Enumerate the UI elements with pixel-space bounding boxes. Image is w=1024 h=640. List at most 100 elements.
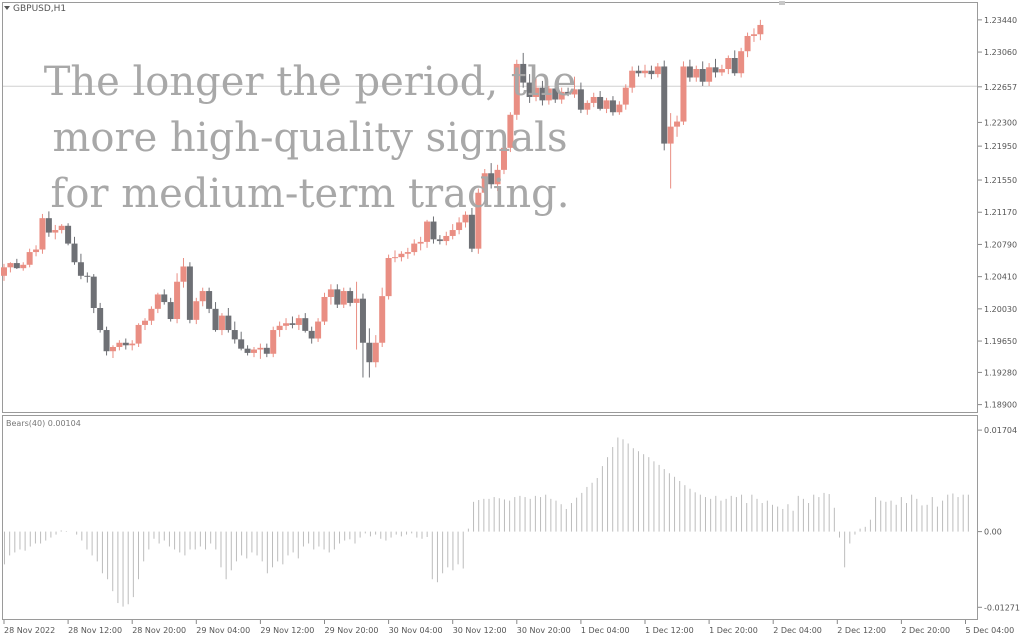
candle <box>231 321 238 344</box>
indicator-frame <box>2 415 978 620</box>
candle <box>456 217 463 235</box>
candle <box>321 292 328 325</box>
candle-body <box>475 192 482 249</box>
candle <box>725 55 732 75</box>
candle <box>193 297 200 325</box>
candle <box>443 231 450 246</box>
candle-body <box>545 88 552 101</box>
candle-body <box>103 330 110 352</box>
candle <box>392 250 399 263</box>
candle <box>686 59 693 82</box>
candle <box>327 284 334 305</box>
indicator-axis: 0.01704 0.00 -0.01271 <box>978 426 1020 612</box>
candle <box>667 113 674 189</box>
candle-body <box>635 70 642 74</box>
candle-body <box>597 96 604 109</box>
candle-body <box>20 264 27 269</box>
time-tick-label: 30 Nov 04:00 <box>389 626 443 635</box>
candle <box>718 64 725 76</box>
main-chart-frame <box>2 2 978 413</box>
candle-body <box>436 239 443 242</box>
candle-body <box>417 241 424 244</box>
time-tick-label: 2 Dec 20:00 <box>901 626 950 635</box>
candle-body <box>334 289 341 305</box>
candle-body <box>97 308 104 331</box>
candle <box>661 60 668 151</box>
candle-body <box>263 347 270 354</box>
candle-body <box>616 104 623 113</box>
price-tick-label: 1.23060 <box>984 48 1017 57</box>
candle <box>398 251 405 262</box>
candle-body <box>340 291 347 305</box>
candle-body <box>456 222 463 231</box>
caption-line-1: The longer the period, the <box>43 59 577 105</box>
candle <box>161 289 168 305</box>
candle <box>20 262 27 271</box>
candle-body <box>609 100 616 113</box>
candle-body <box>654 66 661 75</box>
candle-body <box>725 58 732 70</box>
time-axis: 28 Nov 2022 28 Nov 12:00 28 Nov 20:00 29 No… <box>3 620 1014 635</box>
time-tick-label: 30 Nov 20:00 <box>517 626 571 635</box>
candle-body <box>731 58 738 74</box>
candle <box>565 87 572 97</box>
candle-body <box>462 214 469 223</box>
candle <box>744 32 751 58</box>
candle <box>404 247 411 259</box>
candle <box>584 100 591 115</box>
time-tick-label: 2 Dec 12:00 <box>837 626 886 635</box>
candle <box>622 84 629 110</box>
indicator-tick-label: 0.00 <box>984 528 1002 537</box>
candle <box>1 263 7 281</box>
price-tick-label: 1.23440 <box>984 16 1017 25</box>
candle <box>590 92 597 108</box>
candle-body <box>449 230 456 236</box>
candle-body <box>238 339 245 349</box>
candle-body <box>584 102 591 110</box>
candle-body <box>116 342 123 347</box>
candle-body <box>109 346 116 352</box>
candle <box>334 284 341 308</box>
candle <box>533 78 540 102</box>
candle-body <box>186 266 193 320</box>
candle-body <box>90 276 97 308</box>
candle <box>481 169 488 200</box>
candle-body <box>571 89 578 95</box>
candle <box>558 87 565 104</box>
candle-body <box>257 347 264 350</box>
candle <box>347 287 354 307</box>
candle-body <box>347 291 354 303</box>
candle-body <box>622 87 629 105</box>
candle-body <box>706 67 713 82</box>
candle <box>500 142 507 175</box>
candle-body <box>321 296 328 322</box>
symbol-text: GBPUSD,H1 <box>13 4 67 14</box>
candle-body <box>26 252 33 265</box>
candle <box>372 335 379 368</box>
candle-body <box>392 257 399 259</box>
candle-body <box>565 91 572 95</box>
time-tick-label: 1 Dec 20:00 <box>709 626 758 635</box>
candle <box>167 297 174 322</box>
indicator-bars-layer <box>4 437 969 607</box>
candle <box>154 292 161 314</box>
candle <box>654 63 661 78</box>
candle <box>603 97 610 114</box>
candle-body <box>385 258 392 297</box>
price-axis: 1.23440 1.23060 1.22657 1.22300 1.21950 1.215… <box>978 16 1017 410</box>
candle <box>731 50 738 76</box>
candle-body <box>52 230 59 233</box>
price-tick-label: 1.18900 <box>984 401 1017 410</box>
candle <box>379 287 386 347</box>
candle-body <box>488 173 495 185</box>
candle-body <box>77 262 84 276</box>
price-tick-label: 1.21950 <box>984 142 1017 151</box>
candle-body <box>577 89 584 110</box>
candle <box>552 83 559 103</box>
indicator-label: Bears(40) 0.00104 <box>6 419 81 428</box>
candle <box>609 96 616 116</box>
candle-body <box>443 235 450 242</box>
candle-body <box>161 294 168 303</box>
